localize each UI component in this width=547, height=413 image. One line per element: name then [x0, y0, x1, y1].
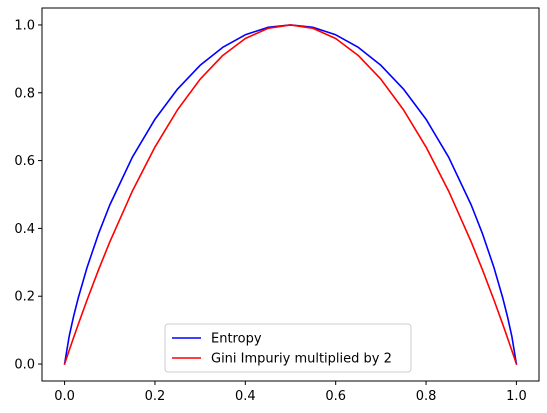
x-tick-label: 0.8 [416, 389, 437, 404]
legend-label-1: Gini Impuriy multiplied by 2 [211, 352, 392, 367]
x-tick-label: 0.4 [235, 389, 256, 404]
y-tick-label: 0.0 [14, 358, 35, 373]
x-tick-label: 1.0 [506, 389, 527, 404]
y-tick-label: 0.2 [14, 290, 35, 305]
y-tick-label: 0.6 [14, 154, 35, 169]
x-tick-label: 0.6 [325, 389, 346, 404]
legend-label-0: Entropy [211, 332, 262, 347]
legend: Entropy Gini Impuriy multiplied by 2 [165, 324, 411, 372]
x-tick-label: 0.2 [145, 389, 166, 404]
x-tick-label: 0.0 [54, 389, 75, 404]
y-tick-label: 1.0 [14, 18, 35, 33]
y-tick-label: 0.4 [14, 222, 35, 237]
y-tick-label: 0.8 [14, 86, 35, 101]
